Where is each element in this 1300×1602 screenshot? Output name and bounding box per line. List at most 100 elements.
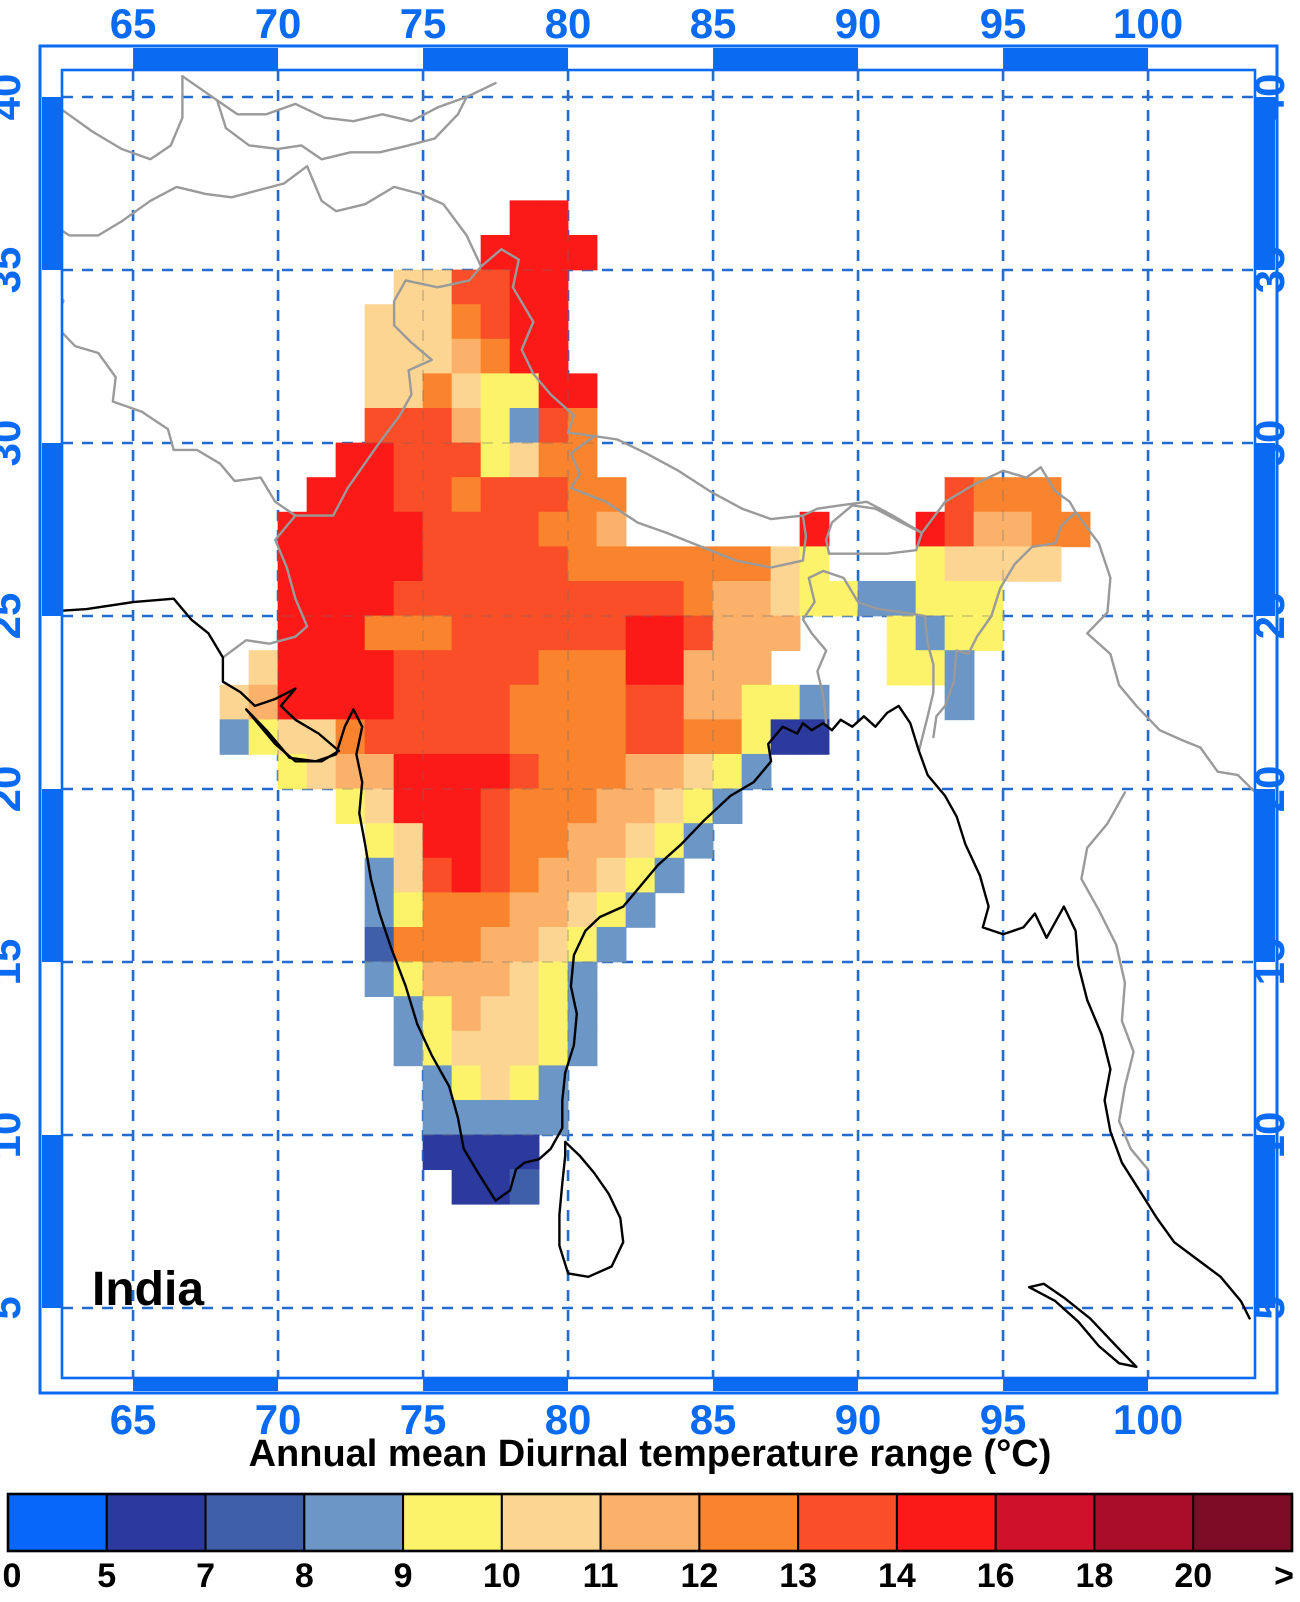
heat-cell [538, 650, 569, 686]
heat-cell [944, 615, 975, 651]
frame-inner [60, 68, 1257, 1380]
heat-cell [422, 373, 453, 409]
heat-cell [596, 511, 627, 548]
heat-cell [364, 304, 395, 340]
heat-cell [538, 996, 569, 1032]
lon-label-top-85: 85 [690, 0, 737, 47]
heat-cell [596, 857, 627, 894]
border-gray [1199, 746, 1255, 795]
heat-cell [422, 753, 453, 790]
frame-band-bottom [713, 1378, 859, 1391]
border-gray [1080, 791, 1150, 1171]
heat-cell [625, 857, 656, 894]
heat-cell [741, 650, 772, 686]
heat-cell [422, 823, 453, 859]
heat-cell [306, 477, 337, 513]
border-black [245, 704, 1251, 1320]
heat-cell [364, 961, 395, 997]
heat-cell [973, 546, 1004, 582]
heat-cell [451, 857, 482, 894]
heat-cell [973, 580, 1004, 617]
heat-cell [364, 580, 395, 617]
heat-cell [509, 753, 540, 790]
heat-cell [509, 615, 540, 651]
lon-label-top-75: 75 [400, 0, 447, 47]
frame-band-left [42, 96, 62, 270]
heat-cell [741, 719, 772, 755]
heat-cell [480, 961, 511, 997]
heat-cell [654, 788, 685, 824]
heat-cell [451, 961, 482, 997]
heat-cell [335, 442, 366, 478]
heat-cell [480, 407, 511, 444]
heat-cell [509, 580, 540, 617]
heat-cell [480, 719, 511, 755]
heat-cell [625, 753, 656, 790]
heat-cell [509, 788, 540, 824]
heat-cell [915, 511, 946, 548]
heat-cell [393, 788, 424, 824]
heat-cell [393, 407, 424, 444]
heat-cell [364, 477, 395, 513]
heat-cell [451, 304, 482, 340]
heat-cell [422, 719, 453, 755]
heat-cell [422, 1134, 453, 1170]
heat-cell [741, 580, 772, 617]
heat-cell [393, 1030, 424, 1067]
heat-cell [422, 788, 453, 824]
heat-cell [364, 684, 395, 721]
heat-cell [683, 719, 714, 755]
heat-cell [538, 961, 569, 997]
heat-cell [857, 580, 888, 617]
heat-cell [538, 823, 569, 859]
heat-cell [567, 477, 598, 513]
heat-cell [596, 926, 627, 963]
heat-cell [509, 857, 540, 894]
border-gray [825, 504, 924, 555]
heat-cell [509, 477, 540, 513]
heat-cell [538, 477, 569, 513]
heat-cell [393, 684, 424, 721]
heat-cell [944, 650, 975, 686]
heat-cell [509, 511, 540, 548]
heat-cell [451, 615, 482, 651]
heat-cell [567, 580, 598, 617]
colorbar-tick-13: 13 [779, 1557, 817, 1595]
heat-cell [509, 892, 540, 928]
heat-cell [915, 546, 946, 582]
heat-cell [567, 615, 598, 651]
heat-cell [451, 650, 482, 686]
heat-cell [422, 477, 453, 513]
heat-cell [567, 511, 598, 548]
heat-cell [422, 961, 453, 997]
heat-cell [422, 546, 453, 582]
border-gray [62, 165, 483, 268]
heat-cell [306, 650, 337, 686]
heat-cell [538, 442, 569, 478]
heat-cell [422, 442, 453, 478]
heat-cell [422, 1030, 453, 1067]
heat-cell [306, 511, 337, 548]
colorbar-title: Annual mean Diurnal temperature range (°… [249, 1433, 1052, 1475]
heat-cell [712, 580, 743, 617]
border-black [1028, 1282, 1138, 1368]
heat-cell [915, 615, 946, 651]
border-gray [1074, 511, 1202, 749]
heat-cell [393, 477, 424, 513]
lon-label-bottom-70: 70 [255, 1396, 302, 1443]
heat-cell [364, 719, 395, 755]
heat-cell [973, 511, 1004, 548]
heat-cell [422, 650, 453, 686]
lon-label-bottom-80: 80 [545, 1396, 592, 1443]
heat-cell [422, 926, 453, 963]
heat-cell [654, 753, 685, 790]
heat-cell [480, 926, 511, 963]
heat-cell [712, 650, 743, 686]
heat-cell [393, 719, 424, 755]
heat-cell [944, 511, 975, 548]
heat-cell [567, 719, 598, 755]
heat-cell [422, 892, 453, 928]
border-gray [62, 75, 184, 161]
heat-cell [538, 338, 569, 375]
lat-label-left-20: 20 [0, 766, 29, 813]
